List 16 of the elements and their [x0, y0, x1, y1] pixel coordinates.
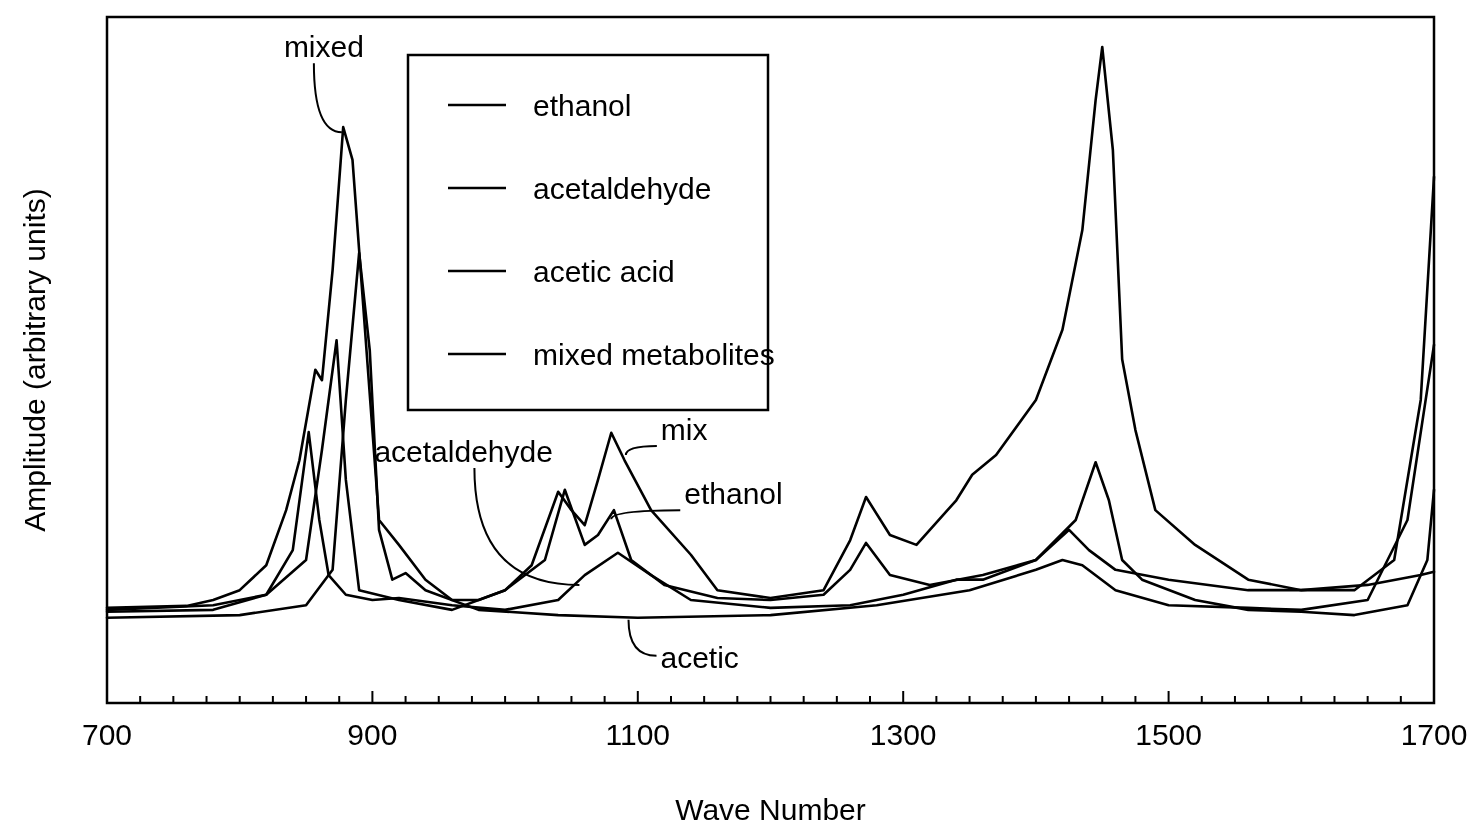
annotation: mixed — [283, 30, 364, 64]
annotation: ethanol — [684, 477, 783, 511]
legend-label: acetic acid — [533, 255, 675, 288]
x-tick-label: 900 — [347, 718, 398, 751]
annotation: acetaldehyde — [374, 434, 553, 468]
y-axis-title: Amplitude (arbitrary units) — [18, 188, 51, 532]
x-tick-label: 700 — [81, 718, 133, 751]
legend-label: acetaldehyde — [533, 172, 712, 205]
x-axis-title: Wave Number — [675, 793, 866, 826]
annotation: mix — [660, 413, 708, 447]
x-tick-label: 1500 — [1135, 718, 1202, 751]
legend-label: ethanol — [533, 89, 632, 122]
x-tick-label: 1300 — [869, 718, 937, 751]
x-tick-label: 1100 — [605, 718, 671, 751]
annotation: acetic — [660, 640, 739, 674]
x-tick-label: 1700 — [1400, 718, 1468, 751]
